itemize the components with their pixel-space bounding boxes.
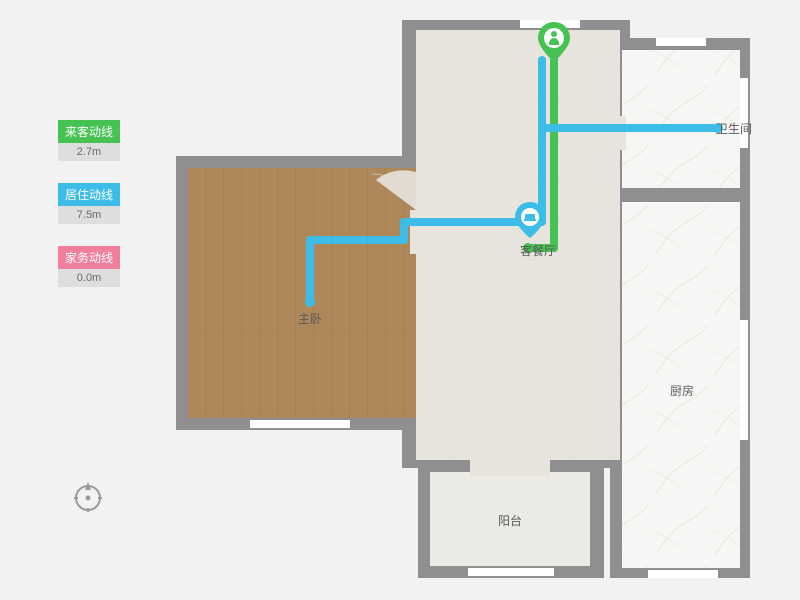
- plan-svg: [170, 20, 760, 580]
- path-resident-end: [305, 297, 315, 307]
- label-balcony: 阳台: [498, 512, 522, 529]
- label-kitchen: 厨房: [670, 382, 694, 399]
- legend-item-resident: 居住动线 7.5m: [58, 183, 120, 224]
- legend-label: 来客动线: [58, 120, 120, 143]
- legend-label: 居住动线: [58, 183, 120, 206]
- floor-plan: 客餐厅 卫生间 厨房 主卧 阳台: [170, 20, 760, 580]
- compass-icon: [70, 480, 106, 521]
- legend-item-housework: 家务动线 0.0m: [58, 246, 120, 287]
- legend-label: 家务动线: [58, 246, 120, 269]
- room-living: [416, 30, 620, 460]
- room-bedroom: [188, 168, 416, 418]
- label-living: 客餐厅: [520, 242, 556, 259]
- room-bath: [622, 50, 740, 188]
- label-bedroom: 主卧: [298, 310, 322, 327]
- legend-value: 2.7m: [58, 143, 120, 161]
- legend-item-guest: 来客动线 2.7m: [58, 120, 120, 161]
- legend-value: 7.5m: [58, 206, 120, 224]
- legend-value: 0.0m: [58, 269, 120, 287]
- legend: 来客动线 2.7m 居住动线 7.5m 家务动线 0.0m: [58, 120, 120, 309]
- label-bath: 卫生间: [716, 120, 752, 137]
